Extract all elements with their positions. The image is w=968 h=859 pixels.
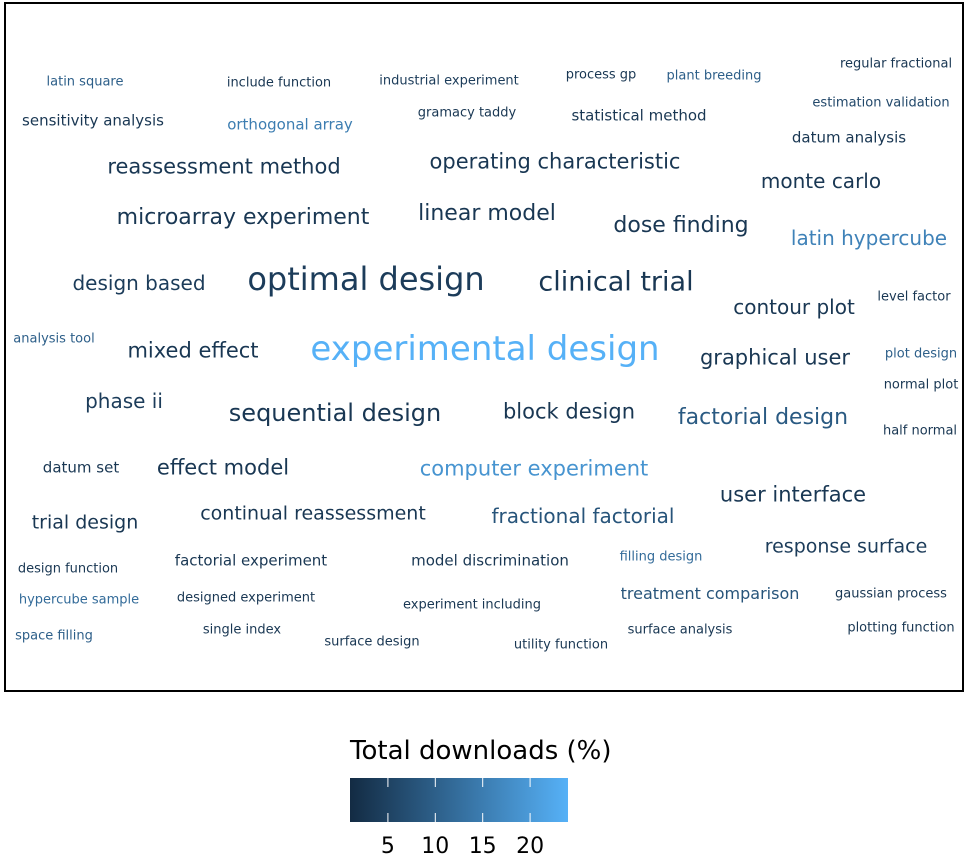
word-microarray-experiment: microarray experiment xyxy=(116,205,370,230)
word-design-function: design function xyxy=(17,561,119,577)
word-continual-reassessment: continual reassessment xyxy=(200,502,426,525)
word-gramacy-taddy: gramacy taddy xyxy=(417,105,517,121)
word-treatment-comparison: treatment comparison xyxy=(620,584,800,603)
word-sequential-design: sequential design xyxy=(228,399,442,427)
word-process-gp: process gp xyxy=(565,67,637,83)
word-surface-design: surface design xyxy=(324,634,420,650)
word-design-based: design based xyxy=(72,271,206,295)
word-plot-design: plot design xyxy=(884,346,958,362)
word-latin-hypercube: latin hypercube xyxy=(790,226,948,250)
word-effect-model: effect model xyxy=(156,455,290,480)
colorbar-gradient xyxy=(350,778,568,822)
word-reassessment-method: reassessment method xyxy=(107,154,341,179)
word-fractional-factorial: fractional factorial xyxy=(491,504,675,528)
legend-tick-label: 20 xyxy=(516,834,545,859)
word-plant-breeding: plant breeding xyxy=(666,68,762,84)
word-experimental-design: experimental design xyxy=(310,329,660,369)
word-orthogonal-array: orthogonal array xyxy=(227,115,353,134)
word-factorial-design: factorial design xyxy=(677,405,849,430)
word-designed-experiment: designed experiment xyxy=(176,590,316,606)
word-phase-ii: phase ii xyxy=(85,389,163,413)
legend-tick-label: 15 xyxy=(468,834,497,859)
word-graphical-user: graphical user xyxy=(699,345,851,370)
word-plotting-function: plotting function xyxy=(847,620,955,636)
word-analysis-tool: analysis tool xyxy=(13,331,95,347)
word-utility-function: utility function xyxy=(513,637,609,653)
word-filling-design: filling design xyxy=(619,549,703,565)
word-regular-fractional: regular fractional xyxy=(839,56,953,72)
word-monte-carlo: monte carlo xyxy=(760,169,882,193)
word-space-filling: space filling xyxy=(15,628,93,644)
word-trial-design: trial design xyxy=(31,511,139,534)
word-sensitivity-analysis: sensitivity analysis xyxy=(22,111,164,130)
word-level-factor: level factor xyxy=(877,289,951,305)
word-latin-square: latin square xyxy=(46,74,124,90)
word-optimal-design: optimal design xyxy=(247,260,485,298)
word-half-normal: half normal xyxy=(882,423,958,439)
word-operating-characteristic: operating characteristic xyxy=(429,149,681,174)
word-industrial-experiment: industrial experiment xyxy=(379,73,519,89)
word-include-function: include function xyxy=(226,75,332,91)
word-user-interface: user interface xyxy=(719,482,867,507)
word-mixed-effect: mixed effect xyxy=(127,338,259,363)
word-surface-analysis: surface analysis xyxy=(627,622,733,638)
word-response-surface: response surface xyxy=(764,535,928,558)
word-normal-plot: normal plot xyxy=(883,377,959,393)
legend-colorbar xyxy=(350,778,568,822)
word-estimation-validation: estimation validation xyxy=(812,95,950,111)
word-gaussian-process: gaussian process xyxy=(835,586,947,602)
word-clinical-trial: clinical trial xyxy=(538,266,694,298)
word-linear-model: linear model xyxy=(418,201,556,226)
word-datum-analysis: datum analysis xyxy=(791,128,907,147)
word-dose-finding: dose finding xyxy=(613,213,749,238)
wordcloud: experimental design optimal design clinica… xyxy=(13,56,959,653)
word-single-index: single index xyxy=(202,622,282,638)
legend-tick-label: 5 xyxy=(380,834,395,859)
legend-tick-label: 10 xyxy=(421,834,450,859)
word-computer-experiment: computer experiment xyxy=(419,456,649,481)
wordcloud-panel xyxy=(4,2,964,692)
word-block-design: block design xyxy=(502,399,636,424)
word-model-discrimination: model discrimination xyxy=(411,551,569,570)
word-datum-set: datum set xyxy=(42,458,120,477)
legend-title: Total downloads (%) xyxy=(350,736,612,766)
word-contour-plot: contour plot xyxy=(733,295,855,319)
word-factorial-experiment: factorial experiment xyxy=(174,551,328,570)
word-experiment-including: experiment including xyxy=(402,597,542,613)
word-hypercube-sample: hypercube sample xyxy=(18,592,140,608)
word-statistical-method: statistical method xyxy=(571,106,707,125)
